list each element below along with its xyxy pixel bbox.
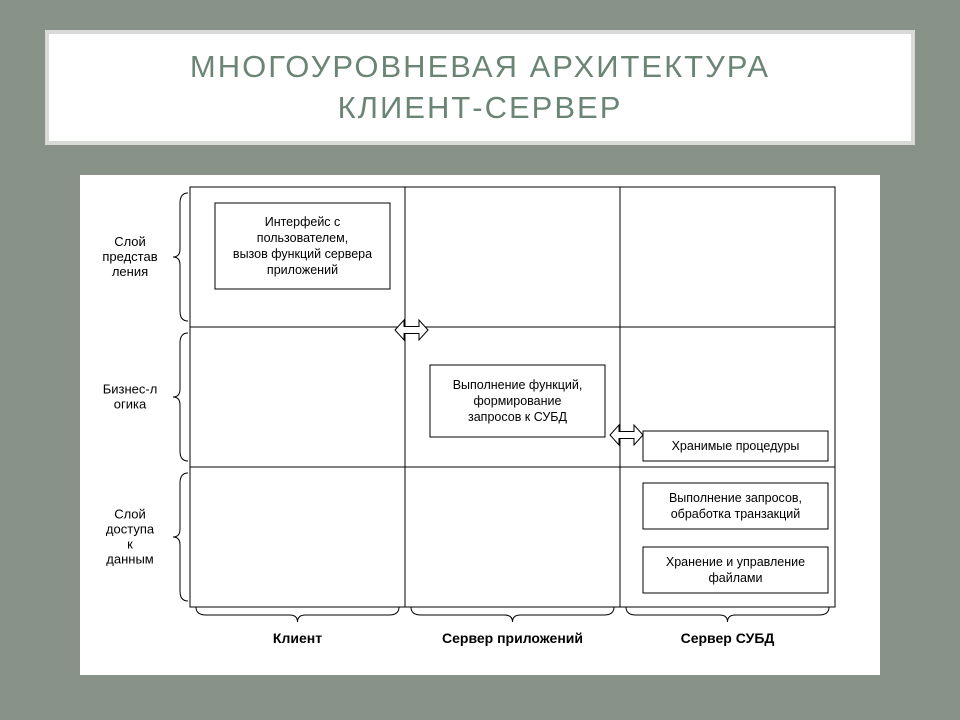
svg-text:Интерфейс с: Интерфейс с: [265, 215, 341, 229]
svg-text:ления: ления: [112, 264, 148, 279]
svg-text:обработка транзакций: обработка транзакций: [671, 507, 801, 521]
svg-text:формирование: формирование: [474, 394, 562, 408]
svg-text:запросов к СУБД: запросов к СУБД: [468, 410, 568, 424]
svg-text:Бизнес-л: Бизнес-л: [103, 382, 158, 397]
svg-text:Сервер приложений: Сервер приложений: [442, 630, 583, 646]
svg-text:Слой: Слой: [114, 507, 146, 522]
svg-text:вызов функций сервера: вызов функций сервера: [233, 247, 372, 261]
svg-text:Выполнение функций,: Выполнение функций,: [453, 378, 583, 392]
svg-text:Сервер СУБД: Сервер СУБД: [681, 630, 775, 646]
title-line-1: МНОГОУРОВНЕВАЯ АРХИТЕКТУРА: [190, 49, 770, 84]
svg-text:представ: представ: [102, 249, 157, 264]
svg-text:Хранение и управление: Хранение и управление: [666, 555, 805, 569]
svg-text:файлами: файлами: [708, 571, 762, 585]
svg-text:Клиент: Клиент: [273, 630, 322, 646]
slide-title: МНОГОУРОВНЕВАЯ АРХИТЕКТУРА КЛИЕНТ-СЕРВЕР: [190, 47, 770, 128]
svg-text:данным: данным: [106, 552, 154, 567]
svg-text:приложений: приложений: [267, 263, 338, 277]
svg-text:Выполнение запросов,: Выполнение запросов,: [669, 491, 802, 505]
title-frame: МНОГОУРОВНЕВАЯ АРХИТЕКТУРА КЛИЕНТ-СЕРВЕР: [45, 30, 915, 145]
svg-text:доступа: доступа: [106, 522, 155, 537]
svg-text:Хранимые процедуры: Хранимые процедуры: [672, 439, 800, 453]
svg-text:Слой: Слой: [114, 234, 146, 249]
diagram-svg: СлойпредставленияБизнес-логикаСлойдоступ…: [80, 175, 880, 675]
svg-text:к: к: [127, 537, 133, 552]
svg-text:огика: огика: [114, 397, 147, 412]
title-line-2: КЛИЕНТ-СЕРВЕР: [338, 90, 623, 125]
architecture-diagram: СлойпредставленияБизнес-логикаСлойдоступ…: [80, 175, 880, 675]
svg-text:пользователем,: пользователем,: [257, 231, 348, 245]
